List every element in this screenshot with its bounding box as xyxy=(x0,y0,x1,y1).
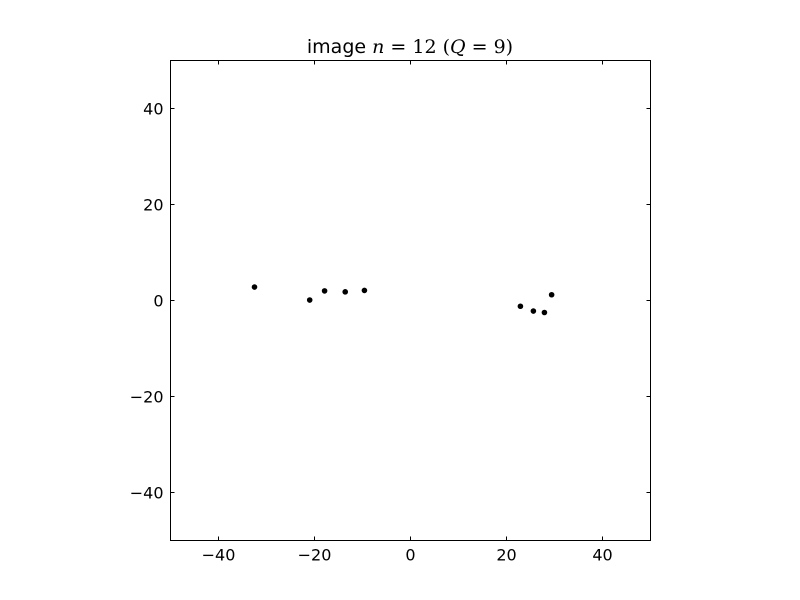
data-point xyxy=(517,303,524,310)
data-point xyxy=(530,308,537,314)
y-tick-label: −20 xyxy=(130,388,164,407)
data-point xyxy=(251,284,258,290)
chart-title-prefix: image xyxy=(307,36,372,58)
chart-title-var-q: Q xyxy=(450,36,466,58)
y-tick-label: −40 xyxy=(130,484,164,503)
data-point xyxy=(306,297,313,303)
axis-tick-labels: −40 −20 0 20 40 −40 −20 0 20 40 xyxy=(130,100,613,565)
data-point xyxy=(321,288,328,294)
x-tick-label: −20 xyxy=(298,546,332,565)
data-point xyxy=(541,309,548,316)
y-tick-label: 0 xyxy=(153,292,163,311)
chart-title-eq-n: = 12 ( xyxy=(384,36,450,58)
x-tick-label: 20 xyxy=(496,546,516,565)
data-point xyxy=(548,291,555,298)
x-tick-label: 40 xyxy=(592,546,612,565)
chart-title-var-n: n xyxy=(372,36,384,58)
axis-ticks xyxy=(170,60,651,541)
x-tick-label: 0 xyxy=(405,546,415,565)
x-tick-label: −40 xyxy=(202,546,236,565)
data-point xyxy=(361,287,368,294)
chart-title-eq-q: = 9) xyxy=(466,36,514,58)
y-tick-label: 20 xyxy=(143,196,163,215)
chart-title: image n = 12 (Q = 9) xyxy=(307,36,513,58)
data-points xyxy=(251,284,555,316)
plot-frame xyxy=(170,60,651,541)
data-point xyxy=(342,289,349,295)
y-tick-label: 40 xyxy=(143,100,163,119)
